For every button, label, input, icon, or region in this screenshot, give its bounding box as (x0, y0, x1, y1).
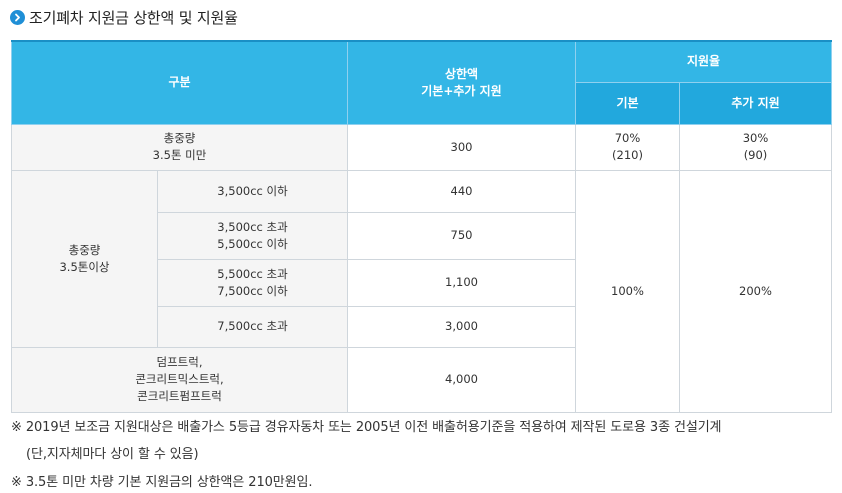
machinery-line3: 콘크리트펌프트럭 (137, 389, 222, 403)
machinery-line2: 콘크리트믹스트럭, (135, 372, 224, 386)
under35-basic: 70% (210) (575, 123, 680, 171)
sub-label-line2: 7,500cc 이하 (217, 283, 288, 298)
machinery-line1: 덤프트럭, (156, 355, 203, 369)
under35-basic-line1: 70% (614, 131, 641, 145)
over35-sub-cap: 1,100 (347, 258, 576, 307)
under35-label-line1: 총중량 (163, 131, 196, 145)
header-cap-line1: 상한액 (444, 66, 479, 81)
machinery-cap: 4,000 (347, 346, 576, 413)
row-under35-label: 총중량 3.5톤 미만 (11, 123, 348, 171)
header-cap: 상한액 기본+추가 지원 (347, 40, 576, 125)
section-title-text: 조기폐차 지원금 상한액 및 지원율 (29, 8, 238, 27)
over35-sub-label: 3,500cc 초과 5,500cc 이하 (157, 211, 348, 260)
sub-label-line1: 5,500cc 초과 (217, 266, 288, 281)
header-cap-line2: 기본+추가 지원 (421, 83, 502, 98)
section-title: 조기폐차 지원금 상한액 및 지원율 (10, 6, 238, 28)
over35-sub-label: 7,500cc 초과 (157, 305, 348, 348)
subsidy-table: 구분 상한액 기본+추가 지원 지원율 기본 추가 지원 총중량 3.5톤 미만… (11, 40, 832, 413)
over35-sub-label: 5,500cc 초과 7,500cc 이하 (157, 258, 348, 307)
over35-sub-cap: 750 (347, 211, 576, 260)
over35-sub-cap: 3,000 (347, 305, 576, 348)
over35-sub-cap: 440 (347, 169, 576, 213)
over35-sub-label: 3,500cc 이하 (157, 169, 348, 213)
note-eligibility: ※ 2019년 보조금 지원대상은 배출가스 5등급 경유자동차 또는 2005… (11, 420, 722, 435)
sub-label-line1: 3,500cc 초과 (217, 219, 288, 234)
chevron-right-circle-icon (10, 9, 25, 25)
sub-label-line2: 5,500cc 이하 (217, 236, 288, 251)
header-category: 구분 (11, 40, 348, 125)
note-cap: ※ 3.5톤 미만 차량 기본 지원금의 상한액은 210만원임. (11, 475, 313, 490)
under35-cap: 300 (347, 123, 576, 171)
machinery-label: 덤프트럭, 콘크리트믹스트럭, 콘크리트펌프트럭 (11, 346, 348, 413)
over35-label-line1: 총중량 (68, 242, 101, 257)
over35-basic: 100% (575, 169, 680, 413)
under35-extra-line1: 30% (742, 131, 769, 145)
under35-basic-line2: (210) (612, 148, 643, 162)
over35-label-line2: 3.5톤이상 (59, 259, 110, 274)
over35-label: 총중량 3.5톤이상 (11, 169, 158, 348)
note-eligibility-cont: (단,지자체마다 상이 할 수 있음) (26, 447, 199, 462)
header-extra: 추가 지원 (679, 81, 832, 125)
header-basic: 기본 (575, 81, 680, 125)
header-rate: 지원율 (575, 40, 832, 83)
under35-label-line2: 3.5톤 미만 (152, 148, 207, 162)
under35-extra-line2: (90) (743, 148, 768, 162)
under35-extra: 30% (90) (679, 123, 832, 171)
over35-extra: 200% (679, 169, 832, 413)
